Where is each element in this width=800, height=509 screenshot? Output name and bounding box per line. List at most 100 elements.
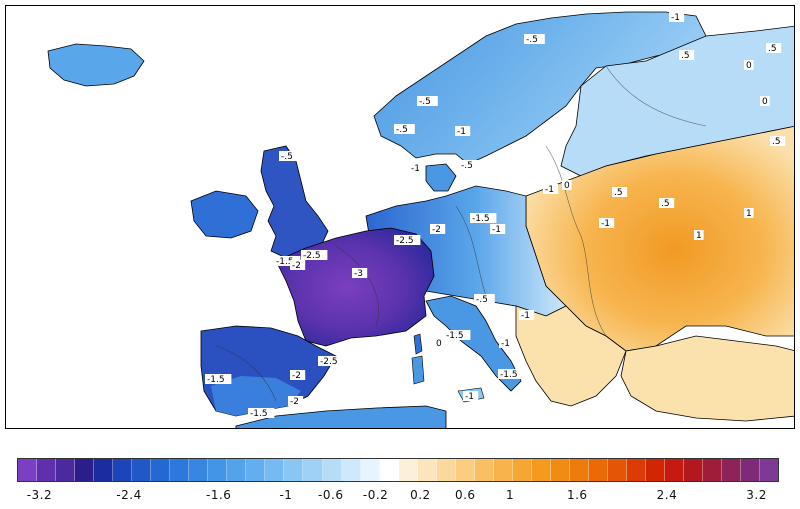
land-great-britain: [260, 145, 329, 259]
contour-label: -2.5: [303, 251, 321, 261]
contour-label-bg: [474, 294, 495, 304]
colorbar-cell: [208, 459, 228, 481]
contour-label: -2: [290, 397, 299, 407]
colorbar-cell: [341, 459, 361, 481]
colorbar-cell: [741, 459, 761, 481]
colorbar-tick-label: -1: [279, 488, 293, 502]
colorbar-cell: [550, 459, 570, 481]
contour-label-bg: [409, 163, 425, 173]
colorbar-cell: [607, 459, 627, 481]
land-iceland: [47, 43, 145, 87]
land-iberia-south: [211, 376, 301, 416]
contour-label-bg: [290, 370, 306, 380]
contour-label: -1: [457, 127, 466, 137]
colorbar-cell: [113, 459, 133, 481]
contour-label-bg: [394, 235, 421, 245]
contour-label: -2.5: [396, 236, 414, 246]
colorbar-tick-label: 2.4: [656, 488, 678, 502]
colorbar-cell: [398, 459, 418, 481]
contour-label-bg: [394, 124, 415, 134]
contour-label-bg: [760, 96, 770, 106]
contour-label-bg: [499, 338, 515, 348]
contour-label: .5: [681, 51, 690, 61]
map-canvas: -1-.5-.5-1-.5-1 -.5-1-.5-1.5-2-2.5-2-2.5-…: [47, 11, 794, 428]
contour-label-bg: [301, 250, 328, 260]
contour-label: 0: [436, 339, 442, 349]
contour-label-bg: [463, 391, 479, 401]
colorbar-cell: [665, 459, 685, 481]
contour-label: -1: [501, 339, 510, 349]
contour-label-bg: [694, 230, 704, 240]
contour-label-bg: [205, 374, 232, 384]
contour-label-bg: [679, 50, 695, 60]
contour-label-bg: [599, 218, 615, 228]
colorbar-cell: [703, 459, 723, 481]
contour-label: 1: [696, 231, 702, 241]
contour-lines: [215, 65, 707, 402]
colorbar-cell: [684, 459, 704, 481]
contour-label: -1.5: [472, 214, 490, 224]
colorbar-cell: [151, 459, 171, 481]
colorbar-cell: [94, 459, 114, 481]
contour-label-bg: [770, 136, 786, 146]
colorbar-tick-label: 0.2: [410, 488, 431, 502]
contour-label-bg: [417, 96, 438, 106]
land-italy: [425, 295, 522, 392]
colorbar-cell: [588, 459, 608, 481]
contour-label: .5: [661, 199, 670, 209]
contour-label-bg: [430, 224, 446, 234]
contour-label-bg: [279, 151, 300, 161]
colorbar-tick-label: -1.6: [205, 488, 232, 502]
colorbar-cell: [436, 459, 456, 481]
contour-label-bg: [352, 268, 368, 278]
contour-label-bg: [669, 12, 685, 22]
colorbar-cell: [75, 459, 95, 481]
contour-label-bg: [290, 260, 306, 270]
contour-label: -.5: [281, 152, 293, 162]
colorbar-cell: [132, 459, 152, 481]
contour-label: -.5: [526, 35, 538, 45]
contour-label-bg: [766, 43, 782, 53]
colorbar-cell: [455, 459, 475, 481]
contour-labels: -1-.5-.5-1-.5-1 -.5-1-.5-1.5-2-2.5-2-2.5-…: [205, 12, 786, 419]
contour-label-bg: [659, 198, 675, 208]
colorbar-cell: [265, 459, 285, 481]
contour-label: -1: [492, 225, 501, 235]
contour-label: -1.5: [446, 331, 464, 341]
colorbar-cell: [474, 459, 494, 481]
contour-label-bg: [274, 256, 301, 266]
land-north-africa: [235, 405, 447, 428]
colorbar-cell: [760, 459, 779, 481]
contour-label-bg: [248, 408, 275, 418]
colorbar-cell: [284, 459, 304, 481]
colorbar-cell: [56, 459, 76, 481]
contour-label: -3: [354, 269, 363, 279]
anomaly-map: -1 -.5 -.5 -1 -.5 -1 -.5 -1 -.5 -1.5 -2 -2.5 -2 -2.5-…: [5, 5, 795, 429]
contour-label: 1: [746, 209, 752, 219]
colorbar-cell: [493, 459, 513, 481]
contour-label-bg: [288, 396, 304, 406]
contour-label-bg: [318, 356, 345, 366]
colorbar-cell: [417, 459, 437, 481]
land-sardinia: [411, 355, 425, 385]
contour-label: -1.5: [207, 375, 225, 385]
colorbar-tick-label: -3.2: [26, 488, 53, 502]
contour-label: -1: [521, 311, 530, 321]
contour-label: .5: [768, 44, 777, 54]
land-corsica: [413, 333, 423, 355]
colorbar-tick-label: 1: [505, 488, 515, 502]
colorbar-cell: [360, 459, 380, 481]
colorbar-tick-label: -0.6: [318, 488, 344, 502]
land-ireland: [190, 190, 259, 239]
contour-label: -1: [601, 219, 610, 229]
colorbar-cell: [569, 459, 589, 481]
contour-label: -1.5: [500, 370, 518, 380]
contour-label: -.5: [396, 125, 408, 135]
contour-label: -1: [465, 392, 474, 402]
colorbar-ticks: -3.2 -2.4 -1.6 -1 -0.6 -0.2 0.2 0.6 1 1.6 2.4 3.2: [17, 488, 779, 504]
colorbar-cell: [227, 459, 247, 481]
colorbar-tick-label: 1.6: [566, 488, 588, 502]
contour-label: 0: [762, 97, 768, 107]
colorbar-tick-label: 3.2: [746, 488, 767, 502]
contour-label-bg: [434, 338, 444, 348]
